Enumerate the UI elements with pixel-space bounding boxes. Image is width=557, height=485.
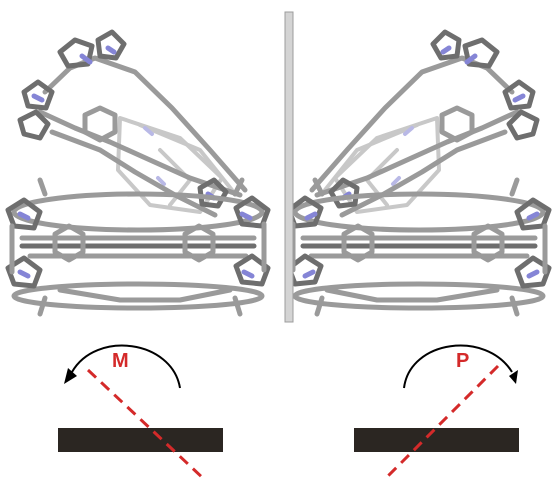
right-helicity-label: P — [456, 350, 469, 372]
left-molecule — [8, 32, 268, 314]
counterclockwise-arrow-icon — [71, 344, 181, 389]
left-plate — [58, 428, 223, 452]
right-plate — [354, 428, 519, 452]
clockwise-arrow-icon — [403, 344, 513, 389]
right-molecule — [289, 32, 549, 314]
right-arrowhead — [509, 370, 518, 384]
left-helicity-label: M — [112, 350, 129, 372]
mirror-plane — [284, 11, 294, 323]
left-axis-line — [86, 368, 207, 482]
right-helicity-symbol: P — [354, 344, 519, 482]
left-helicity-symbol: M — [58, 344, 223, 482]
left-arrowhead — [64, 368, 77, 384]
right-axis-line — [382, 364, 500, 482]
